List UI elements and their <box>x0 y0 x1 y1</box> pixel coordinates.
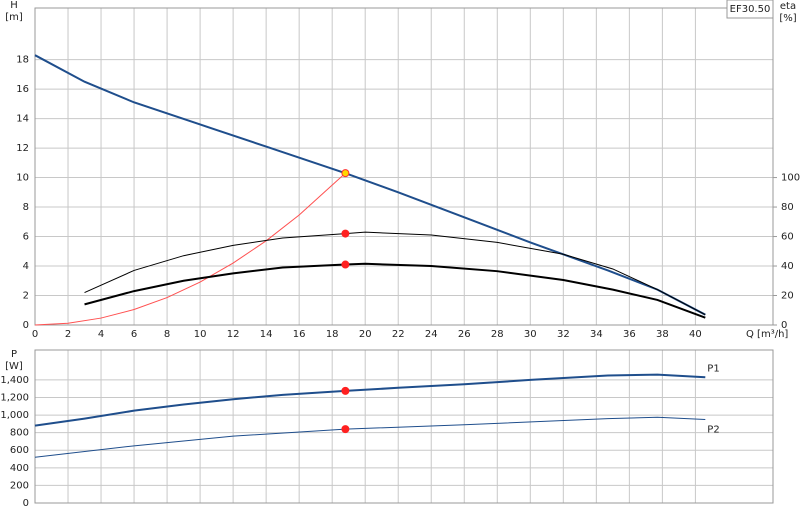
duty-point <box>341 386 350 395</box>
y2-tick-label: 100 <box>781 173 800 184</box>
series-line <box>34 54 706 316</box>
series-label: P2 <box>707 424 719 435</box>
x-tick-label: 36 <box>623 329 636 340</box>
series-label: P1 <box>707 363 719 374</box>
x-tick-label: 34 <box>590 329 603 340</box>
x-tick-label: 32 <box>557 329 570 340</box>
y-tick-label: 1,000 <box>0 410 29 421</box>
y-tick-label: 14 <box>16 114 29 125</box>
y-axis-label: H <box>10 0 18 11</box>
y-tick-label: 10 <box>16 173 29 184</box>
x-tick-label: 18 <box>326 329 339 340</box>
y-tick-label: 16 <box>16 84 29 95</box>
y-tick-label: 800 <box>10 428 29 439</box>
y-tick-label: 1,200 <box>0 392 29 403</box>
y-tick-label: 0 <box>23 320 29 331</box>
x-tick-label: 4 <box>98 329 104 340</box>
x-tick-label: 8 <box>164 329 170 340</box>
y-tick-label: 2 <box>23 291 29 302</box>
x-tick-label: 22 <box>392 329 405 340</box>
x-tick-label: 26 <box>458 329 471 340</box>
y-axis-label: P <box>11 349 17 360</box>
x-tick-label: 40 <box>689 329 702 340</box>
duty-point <box>341 260 350 269</box>
y-tick-label: 4 <box>23 261 29 272</box>
series-line <box>84 231 706 316</box>
x-tick-label: 38 <box>656 329 669 340</box>
y2-tick-label: 80 <box>781 202 794 213</box>
y-tick-label: 1,400 <box>0 375 29 386</box>
series-line <box>34 172 346 326</box>
x-axis-label: Q [m³/h] <box>746 329 788 340</box>
series-line <box>84 262 706 319</box>
y-tick-label: 12 <box>16 143 29 154</box>
duty-point <box>341 229 350 238</box>
x-tick-label: 20 <box>359 329 372 340</box>
y-axis-unit: [W] <box>5 361 23 372</box>
x-tick-label: 16 <box>293 329 306 340</box>
y2-axis-label: eta <box>780 1 796 12</box>
x-tick-label: 2 <box>65 329 71 340</box>
y-tick-label: 0 <box>23 498 29 509</box>
y-tick-label: 18 <box>16 55 29 66</box>
x-tick-label: 14 <box>260 329 273 340</box>
y-tick-label: 400 <box>10 463 29 474</box>
y-tick-label: 8 <box>23 202 29 213</box>
y-tick-label: 200 <box>10 480 29 491</box>
series-line <box>34 416 706 458</box>
duty-point <box>341 425 350 434</box>
x-tick-label: 6 <box>131 329 137 340</box>
x-tick-label: 10 <box>194 329 207 340</box>
y2-tick-label: 40 <box>781 261 794 272</box>
y2-tick-label: 0 <box>781 320 787 331</box>
y2-tick-label: 60 <box>781 232 794 243</box>
plot-frame <box>34 349 774 504</box>
y-tick-label: 600 <box>10 445 29 456</box>
x-tick-label: 30 <box>524 329 537 340</box>
x-tick-label: 24 <box>425 329 438 340</box>
chart-title: EF30.50 <box>730 4 771 15</box>
y-tick-label: 6 <box>23 232 29 243</box>
y2-tick-label: 20 <box>781 291 794 302</box>
y-axis-unit: [m] <box>5 12 23 23</box>
title-box <box>726 0 774 19</box>
y2-axis-unit: [%] <box>779 13 796 24</box>
plot-frame <box>34 7 774 326</box>
series-line <box>34 373 706 427</box>
x-tick-label: 28 <box>491 329 504 340</box>
x-tick-label: 12 <box>227 329 240 340</box>
duty-point <box>341 169 350 178</box>
x-tick-label: 0 <box>32 329 38 340</box>
